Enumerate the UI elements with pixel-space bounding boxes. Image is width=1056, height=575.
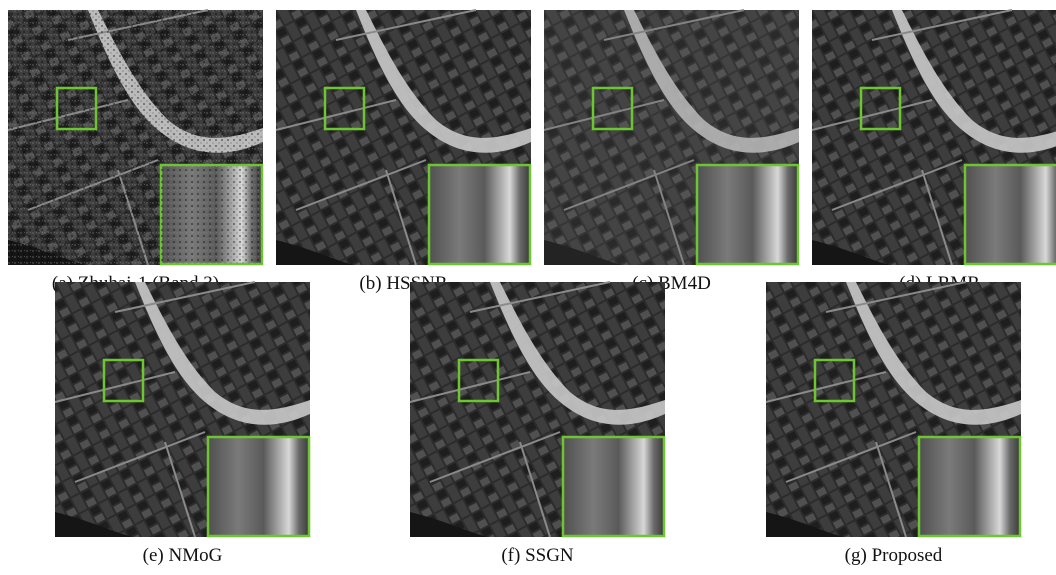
figure: (a) Zhuhai-1 (Band 3)(b) HSSNR(c) BM4D(d…: [0, 0, 1056, 575]
image-panel: [812, 10, 1056, 265]
image-panel: [276, 10, 531, 265]
zoom-inset: [965, 165, 1056, 264]
image-panel: [410, 282, 665, 537]
panels: (a) Zhuhai-1 (Band 3)(b) HSSNR(c) BM4D(d…: [8, 10, 1056, 566]
zoom-inset: [697, 165, 798, 264]
zoom-inset: [919, 437, 1020, 536]
zoom-inset: [429, 165, 530, 264]
image-panel: [8, 10, 263, 265]
caption: (e) NMoG: [143, 545, 223, 566]
image-panel: [766, 282, 1021, 537]
image-panel: [55, 282, 310, 537]
zoom-inset: [208, 437, 309, 536]
zoom-inset: [563, 437, 664, 536]
image-panel: [544, 10, 799, 265]
caption: (f) SSGN: [501, 545, 574, 566]
caption: (g) Proposed: [845, 545, 943, 566]
